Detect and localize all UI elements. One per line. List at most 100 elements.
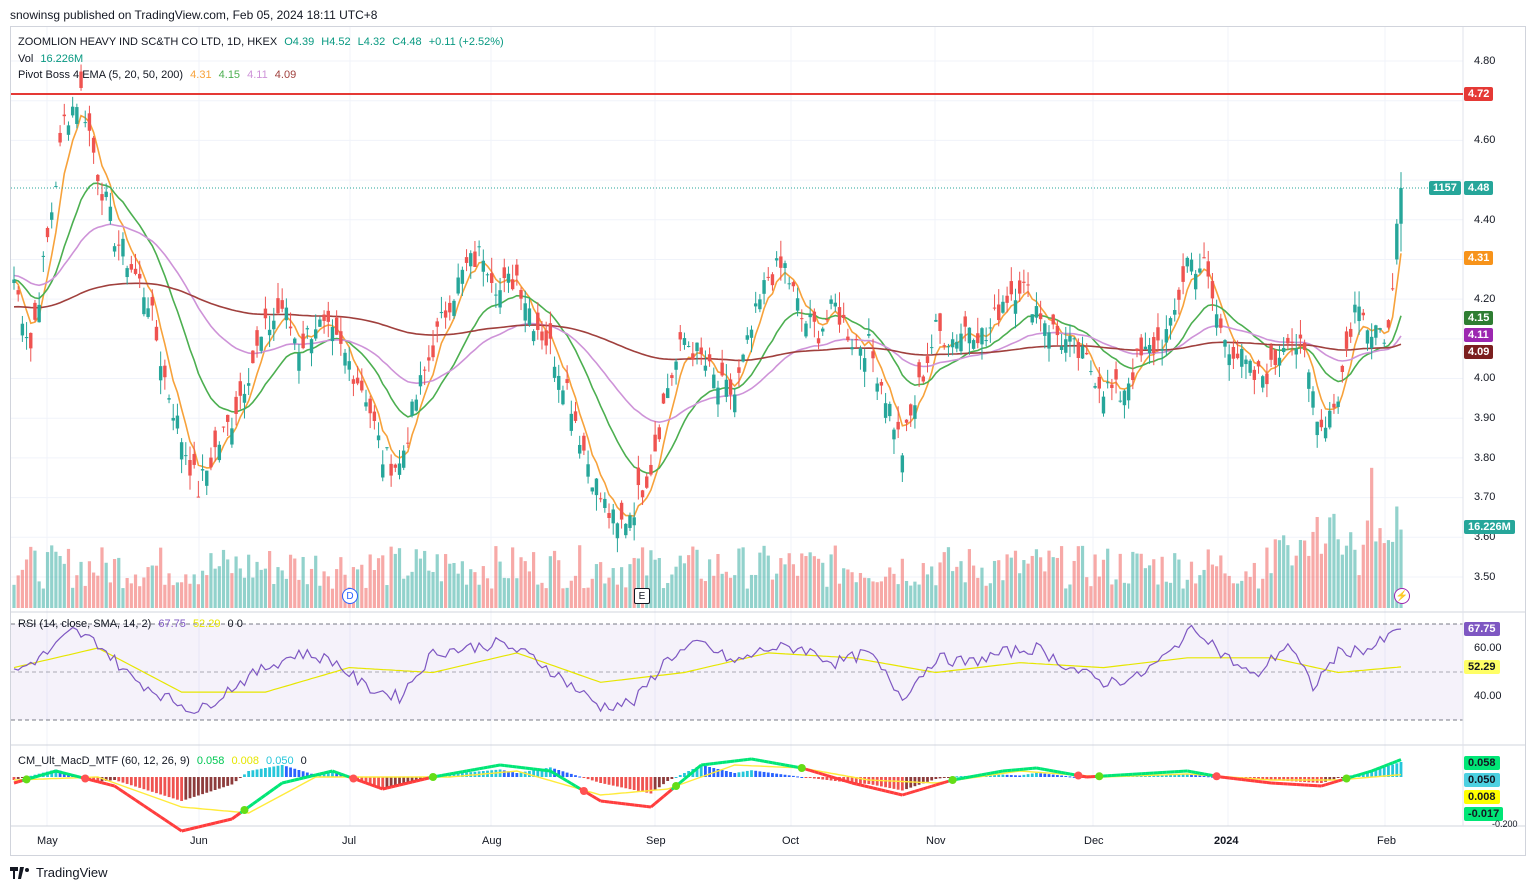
candle (24, 322, 29, 350)
macd-hist-bar (574, 775, 577, 777)
symbol-legend[interactable]: ZOOMLION HEAVY IND SC&TH CO LTD, 1D, HKE… (18, 36, 508, 48)
macd-line-segment (1329, 780, 1335, 785)
ema-legend[interactable]: Pivot Boss 4 EMA (5, 20, 50, 200) 4.31 4… (18, 69, 300, 81)
macd-hist-bar (565, 772, 569, 777)
macd-hist-bar (184, 777, 188, 800)
candle (1080, 336, 1085, 360)
volume-legend[interactable]: Vol 16.226M (18, 53, 87, 65)
candle-body (54, 186, 58, 188)
macd-line-segment (63, 771, 69, 776)
macd-hist-bar (1374, 769, 1378, 777)
volume-bar (749, 574, 754, 608)
macd-line-segment (721, 760, 727, 764)
lightning-icon[interactable]: ⚡ (1394, 588, 1410, 604)
macd-line-segment (449, 771, 455, 776)
candle (506, 266, 511, 293)
candle (707, 347, 712, 367)
macd-line-segment (172, 824, 179, 830)
candle (1386, 319, 1391, 330)
dividend-marker[interactable]: D (342, 588, 358, 604)
candle-body (816, 338, 821, 344)
macd-hist-bar (670, 777, 674, 779)
macd-line-segment (943, 779, 949, 784)
macd-line-segment (901, 792, 907, 797)
volume-bar (775, 573, 779, 608)
macd-hist-bar (96, 777, 100, 782)
candle (385, 447, 389, 451)
candle-body (37, 304, 41, 323)
macd-line-segment (893, 791, 899, 796)
volume-bar (590, 578, 594, 608)
volume-bar (314, 555, 318, 608)
candle (1047, 325, 1051, 362)
volume-bar (138, 586, 142, 608)
candle (494, 283, 498, 308)
macd-legend[interactable]: CM_Ult_MacD_MTF (60, 12, 26, 9) 0.058 0.… (18, 755, 311, 767)
candle-body (75, 107, 79, 124)
volume-bar (242, 577, 247, 608)
candle-body (699, 347, 703, 355)
footer-brand[interactable]: TradingView (10, 865, 108, 880)
volume-bar (728, 577, 733, 608)
macd-line-segment (487, 765, 492, 769)
candle-body (469, 253, 473, 267)
candle-body (1097, 376, 1101, 389)
macd-line-segment (557, 774, 564, 780)
candle (87, 105, 92, 147)
candle (79, 64, 83, 91)
candle-body (351, 379, 356, 384)
earnings-marker[interactable]: E (634, 588, 650, 604)
macd-hist-bar (247, 771, 251, 777)
candle (460, 266, 465, 297)
macd-hist-bar (201, 777, 204, 795)
candles (12, 64, 1403, 553)
candle-body (24, 337, 29, 339)
volume-bar (1202, 569, 1206, 608)
volume-bar (29, 546, 33, 608)
macd-line-segment (935, 782, 941, 787)
macd-hist-bar (884, 777, 887, 788)
volume-bar (666, 583, 670, 608)
candle-body (355, 377, 360, 384)
volume-bar (1076, 546, 1080, 608)
candle-body (846, 336, 850, 341)
ema20-value: 4.15 (218, 69, 241, 81)
candle (184, 442, 188, 466)
candle (263, 296, 268, 330)
macd-cross-dot (948, 776, 957, 784)
volume-bar (900, 558, 904, 608)
candle-body (598, 498, 603, 500)
volume-bar (766, 555, 770, 608)
volume-bar (1106, 548, 1110, 608)
macd-line-segment (666, 788, 673, 795)
candle (850, 338, 854, 356)
rsi-sma-value: 52.29 (192, 618, 221, 630)
macd-line-segment (51, 769, 57, 774)
macd-line-segment (969, 774, 974, 779)
rsi-legend[interactable]: RSI (14, close, SMA, 14, 2) 67.75 52.29 … (18, 618, 247, 630)
candle (242, 384, 247, 419)
candle-body (791, 282, 796, 287)
candle-body (841, 314, 846, 319)
macd-line-segment (994, 770, 999, 774)
volume-bar (653, 559, 657, 608)
candle (988, 318, 993, 343)
volume-bar (276, 567, 280, 608)
candle (636, 455, 641, 500)
macd-hist-bar (888, 777, 892, 789)
candle-body (883, 403, 888, 418)
candle (452, 299, 456, 319)
volume-bar (863, 577, 867, 608)
macd-hist-bar (234, 777, 238, 782)
volume-label: Vol (18, 53, 34, 65)
rsi-sma-line (13, 647, 1402, 693)
candle-body (531, 331, 536, 342)
macd-line-segment (151, 810, 158, 816)
macd-line-segment (399, 782, 405, 787)
macd-hist-bar (12, 777, 16, 780)
candle (427, 345, 431, 372)
macd-hist-bar (205, 777, 209, 793)
candle (91, 135, 96, 164)
candle (854, 334, 858, 348)
